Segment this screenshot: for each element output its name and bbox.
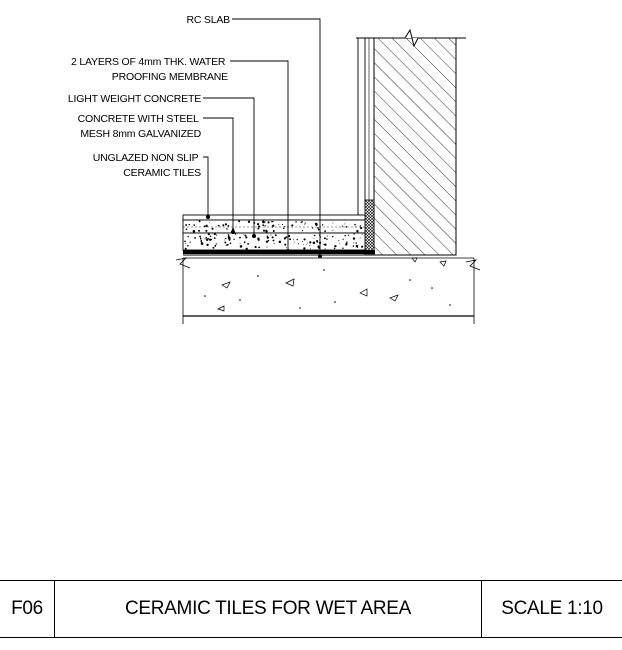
detail-title: CERAMIC TILES FOR WET AREA	[55, 581, 482, 637]
leader-lw-concrete	[203, 97, 255, 236]
label-tiles: UNGLAZED NON SLIP CERAMIC TILES	[93, 152, 201, 179]
leader-lines	[203, 18, 321, 256]
label-rc-slab: RC SLAB	[186, 14, 230, 26]
masonry-wall	[356, 28, 466, 256]
label-waterproofing: 2 LAYERS OF 4mm THK. WATER PROOFING MEMB…	[71, 56, 228, 83]
detail-scale: SCALE 1:10	[501, 598, 603, 619]
leader-waterproofing	[230, 60, 289, 251]
detail-code: F06	[0, 581, 55, 637]
leader-tiles	[203, 156, 209, 217]
leader-steel-mesh	[203, 117, 234, 232]
leader-dots	[206, 215, 322, 258]
concrete-speckles	[184, 220, 364, 250]
label-lw-concrete: LIGHT WEIGHT CONCRETE	[68, 93, 201, 105]
leader-rc-slab	[232, 18, 321, 256]
section-detail-drawing: RC SLAB 2 LAYERS OF 4mm THK. WATER PROOF…	[68, 14, 481, 324]
label-steel-mesh: CONCRETE WITH STEEL MESH 8mm GALVANIZED	[78, 113, 202, 140]
rc-slab	[175, 257, 481, 324]
title-block: F06 CERAMIC TILES FOR WET AREA SCALE 1:1…	[0, 580, 622, 638]
